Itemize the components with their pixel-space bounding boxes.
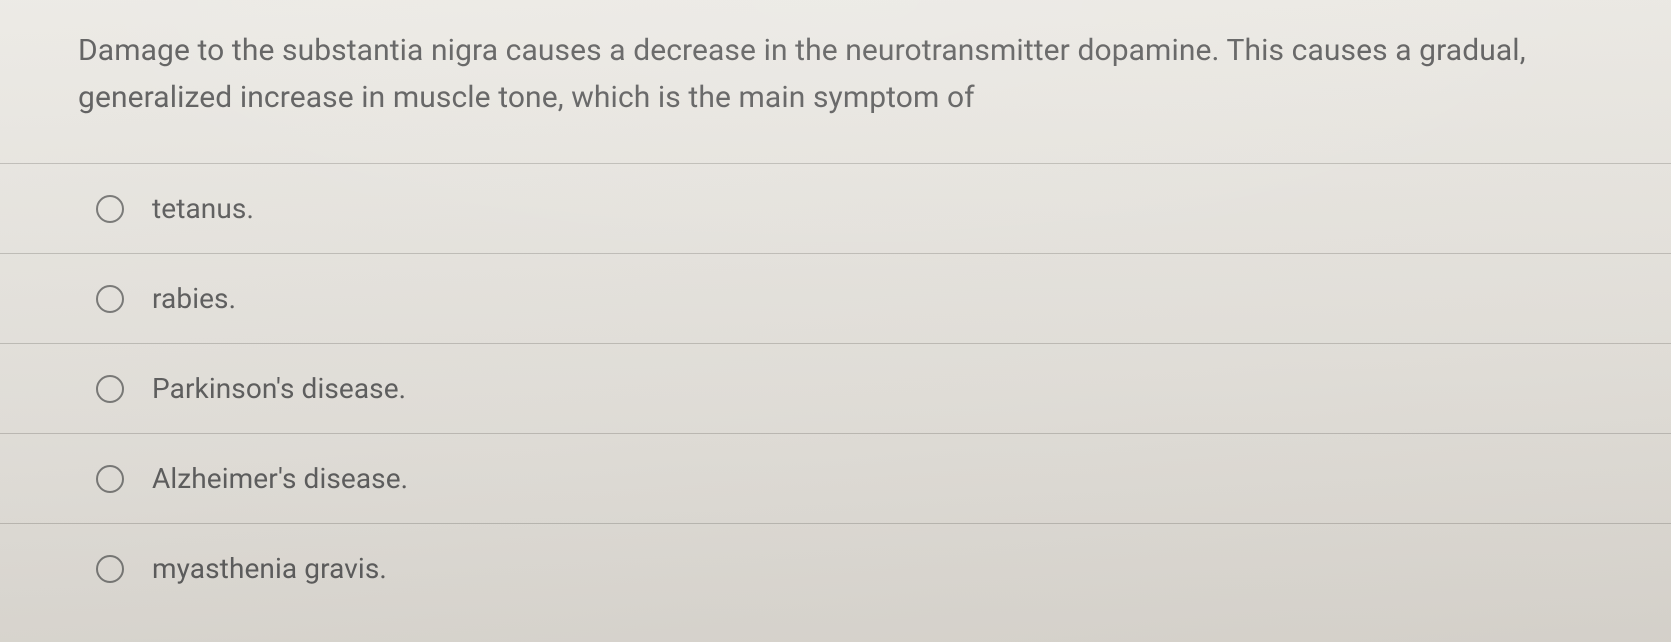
- option-label: myasthenia gravis.: [152, 552, 387, 585]
- question-card: Damage to the substantia nigra causes a …: [0, 0, 1671, 642]
- option-alzheimers[interactable]: Alzheimer's disease.: [0, 434, 1671, 524]
- option-myasthenia-gravis[interactable]: myasthenia gravis.: [0, 524, 1671, 613]
- radio-icon: [96, 375, 124, 403]
- option-label: rabies.: [152, 282, 236, 315]
- option-parkinsons[interactable]: Parkinson's disease.: [0, 344, 1671, 434]
- radio-icon: [96, 555, 124, 583]
- radio-icon: [96, 195, 124, 223]
- radio-icon: [96, 285, 124, 313]
- option-label: Alzheimer's disease.: [152, 462, 408, 495]
- options-list: tetanus. rabies. Parkinson's disease. Al…: [0, 163, 1671, 613]
- option-label: tetanus.: [152, 192, 254, 225]
- option-tetanus[interactable]: tetanus.: [0, 164, 1671, 254]
- question-text: Damage to the substantia nigra causes a …: [0, 28, 1671, 163]
- radio-icon: [96, 465, 124, 493]
- option-rabies[interactable]: rabies.: [0, 254, 1671, 344]
- option-label: Parkinson's disease.: [152, 372, 406, 405]
